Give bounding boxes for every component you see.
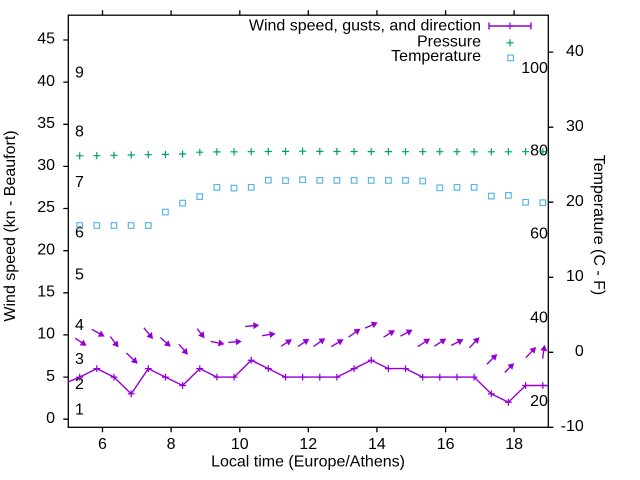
svg-text:1: 1 <box>75 402 84 419</box>
svg-text:14: 14 <box>368 436 386 453</box>
svg-text:Wind speed (kn - Beaufort): Wind speed (kn - Beaufort) <box>2 130 19 321</box>
svg-text:10: 10 <box>566 268 584 285</box>
svg-text:18: 18 <box>505 436 523 453</box>
svg-text:25: 25 <box>37 199 55 216</box>
svg-text:3: 3 <box>75 351 84 368</box>
svg-text:16: 16 <box>437 436 455 453</box>
svg-text:9: 9 <box>75 64 84 81</box>
svg-text:-10: -10 <box>561 418 584 435</box>
svg-text:6: 6 <box>75 225 84 242</box>
svg-text:5: 5 <box>46 368 55 385</box>
svg-text:10: 10 <box>231 436 249 453</box>
svg-text:0: 0 <box>575 343 584 360</box>
svg-text:20: 20 <box>37 241 55 258</box>
svg-text:10: 10 <box>37 326 55 343</box>
svg-text:30: 30 <box>566 118 584 135</box>
svg-text:Pressure: Pressure <box>417 34 481 51</box>
svg-text:20: 20 <box>530 393 548 410</box>
svg-text:Temperature (C - F): Temperature (C - F) <box>590 155 607 295</box>
svg-text:100: 100 <box>521 60 548 77</box>
svg-text:7: 7 <box>75 174 84 191</box>
svg-text:40: 40 <box>37 73 55 90</box>
svg-text:8: 8 <box>75 123 84 140</box>
svg-text:5: 5 <box>75 267 84 284</box>
svg-text:8: 8 <box>167 436 176 453</box>
svg-text:60: 60 <box>530 226 548 243</box>
svg-text:Temperature: Temperature <box>391 48 481 65</box>
svg-text:15: 15 <box>37 284 55 301</box>
svg-text:20: 20 <box>566 193 584 210</box>
svg-text:12: 12 <box>299 436 317 453</box>
svg-text:Wind speed, gusts, and directi: Wind speed, gusts, and direction <box>249 17 481 34</box>
svg-text:2: 2 <box>75 376 84 393</box>
svg-text:30: 30 <box>37 157 55 174</box>
svg-text:4: 4 <box>75 317 84 334</box>
svg-text:Local time (Europe/Athens): Local time (Europe/Athens) <box>211 454 405 471</box>
svg-text:45: 45 <box>37 31 55 48</box>
svg-text:40: 40 <box>530 309 548 326</box>
svg-text:80: 80 <box>530 143 548 160</box>
svg-text:6: 6 <box>98 436 107 453</box>
svg-text:0: 0 <box>46 410 55 427</box>
svg-text:35: 35 <box>37 115 55 132</box>
svg-text:40: 40 <box>566 43 584 60</box>
